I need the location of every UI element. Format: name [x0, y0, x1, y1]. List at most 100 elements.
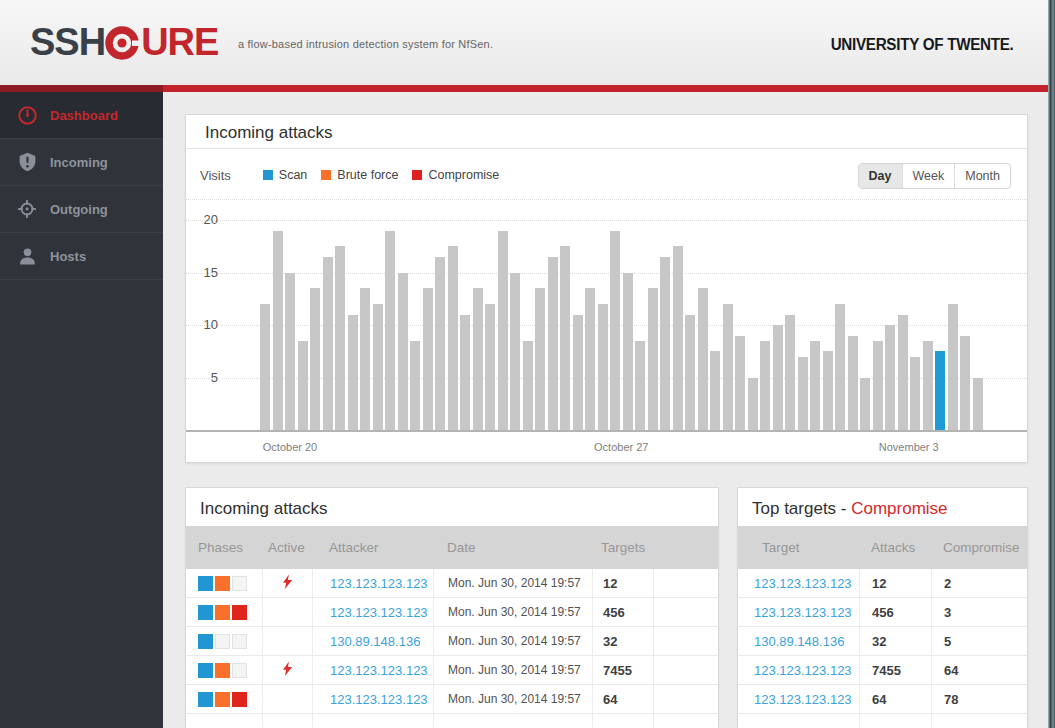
attacker-ip-link[interactable]: 123.123.123.123: [330, 663, 428, 678]
bar: [885, 325, 895, 430]
attacks-table-row: 123.123.123.123Mon. Jun 30, 2014 19:5774…: [186, 656, 718, 685]
compromise-cell: 2: [931, 569, 1027, 597]
bar: [385, 231, 395, 431]
lightning-icon: [282, 661, 293, 680]
target-cell: 123.123.123.123: [738, 656, 859, 684]
legend-swatch: [263, 170, 273, 180]
date-cell: Mon. Jun 30, 2014 19:57: [433, 569, 592, 597]
sidebar-item-hosts[interactable]: Hosts: [0, 233, 163, 280]
compromise-cell: 64: [931, 656, 1027, 684]
bar: [260, 304, 270, 430]
y-tick-label: 5: [190, 370, 218, 385]
app-header: SSHURE a flow-based intrusion detection …: [0, 0, 1055, 85]
attacker-ip-link[interactable]: 123.123.123.123: [330, 576, 428, 591]
bar: [398, 273, 408, 431]
phase-square-scan: [198, 692, 213, 707]
attacks-table-row: 123.123.123.123Mon. Jun 30, 2014 19:5712: [186, 569, 718, 598]
sidebar-item-incoming[interactable]: Incoming: [0, 139, 163, 186]
attacks-table-header: Phases Active Attacker Date Targets: [186, 526, 718, 569]
attacker-ip-link[interactable]: 123.123.123.123: [330, 692, 428, 707]
phase-square-scan: [198, 605, 213, 620]
date-cell: Mon. Jun 30, 2014 19:57: [433, 627, 592, 655]
attacker-ip-link[interactable]: 130.89.148.136: [330, 634, 420, 649]
legend-item-brute-force[interactable]: Brute force: [321, 168, 398, 182]
attacker-cell: 123.123.123.123: [312, 685, 433, 713]
col-header-active: Active: [262, 540, 312, 555]
chart-legend: Visits Scan Brute force Compromise: [200, 167, 513, 183]
active-cell: [262, 569, 312, 597]
x-axis-labels: October 20October 27November 3: [186, 437, 1027, 453]
bar: [460, 315, 470, 431]
active-cell: [262, 627, 312, 655]
col-header-target: Target: [738, 540, 859, 555]
phase-square-bruteforce: [215, 576, 230, 591]
visits-label: Visits: [200, 168, 231, 183]
legend-item-compromise[interactable]: Compromise: [412, 168, 499, 182]
bar: [960, 336, 970, 431]
sidebar-item-outgoing[interactable]: Outgoing: [0, 186, 163, 233]
date-cell: Mon. Jun 30, 2014 19:57: [433, 685, 592, 713]
attacks-table-row: 123.123.123.123Mon. Jun 30, 2014 19:5745…: [186, 598, 718, 627]
attacker-cell: 130.89.148.136: [312, 627, 433, 655]
phases-cell: [186, 627, 262, 655]
target-cell: 123.123.123.123: [738, 598, 859, 626]
x-axis-label: November 3: [879, 441, 939, 453]
phases-cell: [186, 598, 262, 626]
bar: [760, 341, 770, 430]
phases-cell: [186, 656, 262, 684]
sidebar: Dashboard IncomingOutgoingHosts: [0, 92, 163, 728]
attacks-table-title: Incoming attacks: [186, 488, 718, 526]
target-ip-link[interactable]: 123.123.123.123: [754, 692, 852, 707]
bar: [723, 304, 733, 430]
bar: [410, 341, 420, 430]
bar: [698, 288, 708, 430]
phase-square-bruteforce: [215, 692, 230, 707]
target-ip-link[interactable]: 130.89.148.136: [754, 634, 844, 649]
shield-exclamation-icon: [16, 151, 38, 173]
target-ip-link[interactable]: 123.123.123.123: [754, 576, 852, 591]
bar: [823, 351, 833, 430]
bar: [310, 288, 320, 430]
sidebar-item-dashboard[interactable]: Dashboard: [0, 92, 163, 139]
attacks-cell: 64: [859, 685, 931, 713]
incoming-attacks-chart-panel: Incoming attacks Visits ScanBrute forceC…: [185, 114, 1028, 463]
range-button-week[interactable]: Week: [902, 164, 955, 188]
bar: [735, 336, 745, 431]
bar: [548, 257, 558, 430]
legend-item-scan[interactable]: Scan: [263, 168, 308, 182]
range-button-day[interactable]: Day: [859, 164, 902, 188]
phase-square-scan: [198, 576, 213, 591]
bar: [610, 231, 620, 431]
window-edge: [1048, 0, 1055, 728]
attacker-ip-link[interactable]: 123.123.123.123: [330, 605, 428, 620]
bar: [660, 257, 670, 430]
date-cell: Mon. Jun 30, 2014 19:57: [433, 598, 592, 626]
bar: [448, 246, 458, 430]
range-button-month[interactable]: Month: [954, 164, 1010, 188]
attacks-table-row: 130.89.148.136Mon. Jun 30, 2014 19:5732: [186, 627, 718, 656]
target-ip-link[interactable]: 123.123.123.123: [754, 663, 852, 678]
incoming-attacks-table-panel: Incoming attacks Phases Active Attacker …: [185, 487, 719, 728]
sshcure-logo: SSHURE: [30, 21, 218, 63]
col-header-date: Date: [433, 540, 592, 555]
attacks-cell: 7455: [859, 656, 931, 684]
bar: [323, 257, 333, 430]
bar: [585, 288, 595, 430]
active-cell: [262, 656, 312, 684]
bar: [498, 231, 508, 431]
legend-label: Scan: [279, 168, 308, 182]
bar: [423, 288, 433, 430]
crosshair-icon: [16, 198, 38, 220]
bar: [948, 304, 958, 430]
bar: [298, 341, 308, 430]
top-targets-row: 123.123.123.1234563: [738, 598, 1027, 627]
phases-cell: [186, 685, 262, 713]
targets-cell: 64: [592, 685, 653, 713]
phase-square-empty: [215, 634, 230, 649]
col-header-attacker: Attacker: [312, 540, 433, 555]
x-axis-line: [186, 430, 1027, 432]
range-selector: DayWeekMonth: [858, 163, 1011, 189]
bar: [673, 246, 683, 430]
target-ip-link[interactable]: 123.123.123.123: [754, 605, 852, 620]
sidebar-item-label: Dashboard: [50, 108, 118, 123]
